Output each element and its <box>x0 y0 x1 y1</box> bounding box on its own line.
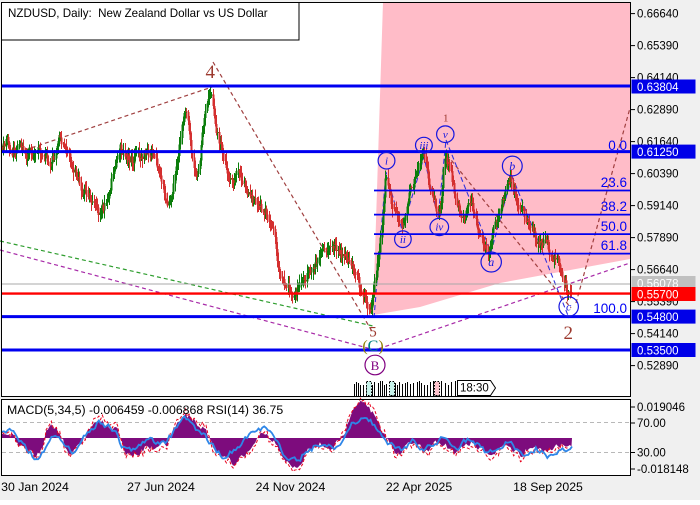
svg-text:22 Apr 2025: 22 Apr 2025 <box>386 480 452 494</box>
svg-text:v: v <box>443 129 448 141</box>
svg-text:2: 2 <box>564 323 574 344</box>
svg-text:27 Jun 2024: 27 Jun 2024 <box>127 480 195 494</box>
svg-text:30 Jan 2024: 30 Jan 2024 <box>1 480 69 494</box>
svg-text:4: 4 <box>206 62 216 83</box>
svg-text:MACD(5,34,5) -0.006459 -0.0068: MACD(5,34,5) -0.006459 -0.006868 RSI(14)… <box>7 403 283 417</box>
svg-text:100.0: 100.0 <box>593 301 627 316</box>
svg-text:1: 1 <box>443 113 449 125</box>
svg-text:0.53500: 0.53500 <box>637 345 679 357</box>
svg-text:38.2: 38.2 <box>601 199 627 214</box>
svg-text:iv: iv <box>435 222 443 234</box>
svg-text:b: b <box>509 159 515 173</box>
svg-text:0.63804: 0.63804 <box>637 82 679 94</box>
svg-text:(C): (C) <box>362 338 383 355</box>
svg-text:0.56640: 0.56640 <box>637 265 679 277</box>
svg-text:0.61250: 0.61250 <box>637 147 679 159</box>
svg-text:18:30: 18:30 <box>460 383 489 395</box>
svg-text:B: B <box>371 358 380 373</box>
svg-text:0.60390: 0.60390 <box>637 169 679 181</box>
svg-text:i: i <box>385 155 388 167</box>
svg-text:0.57890: 0.57890 <box>637 233 679 245</box>
svg-text:-0.018148: -0.018148 <box>637 464 689 476</box>
svg-text:0.54800: 0.54800 <box>637 312 679 324</box>
svg-text:0.019046: 0.019046 <box>637 402 685 414</box>
svg-text:0.52890: 0.52890 <box>637 361 679 373</box>
svg-text:61.8: 61.8 <box>601 238 627 253</box>
svg-text:23.6: 23.6 <box>601 175 627 190</box>
svg-text:0.62890: 0.62890 <box>637 105 679 117</box>
svg-text:5: 5 <box>369 325 377 341</box>
svg-text:18 Sep 2025: 18 Sep 2025 <box>513 480 583 494</box>
svg-text:24 Nov 2024: 24 Nov 2024 <box>256 480 326 494</box>
svg-text:0.66640: 0.66640 <box>637 9 679 21</box>
svg-text:0.65390: 0.65390 <box>637 41 679 53</box>
svg-text:0.0: 0.0 <box>608 138 627 153</box>
svg-text:0.54140: 0.54140 <box>637 329 679 341</box>
svg-text:a: a <box>488 255 494 269</box>
svg-text:iii: iii <box>419 140 428 152</box>
svg-text:c: c <box>566 300 572 314</box>
svg-text:NZDUSD, Daily: New Zealand Do: NZDUSD, Daily: New Zealand Dollar vs US … <box>8 7 268 20</box>
svg-text:70.00: 70.00 <box>637 418 666 430</box>
svg-text:50.0: 50.0 <box>601 219 627 234</box>
svg-text:ii: ii <box>400 234 406 246</box>
svg-text:0.55700: 0.55700 <box>637 289 679 301</box>
svg-text:30.00: 30.00 <box>637 448 666 460</box>
svg-text:0.59140: 0.59140 <box>637 201 679 213</box>
